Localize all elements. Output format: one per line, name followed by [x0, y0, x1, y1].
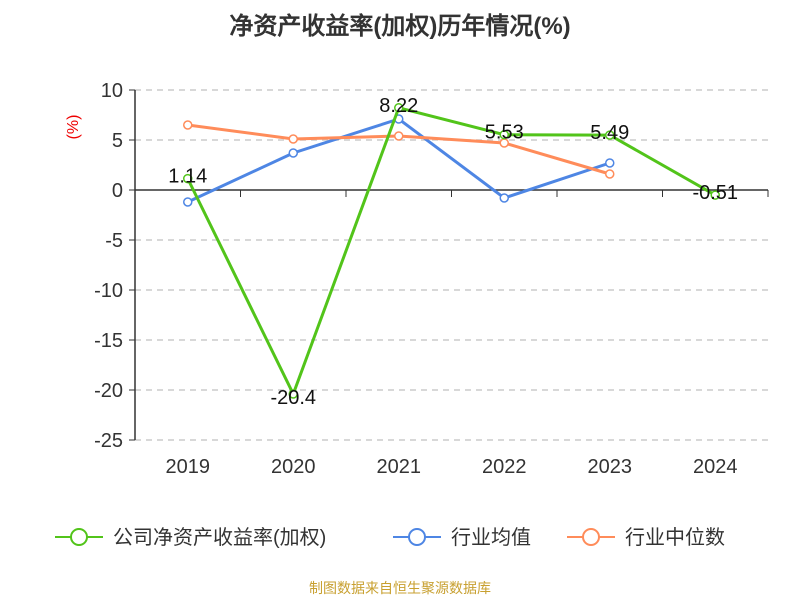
data-point — [288, 389, 298, 399]
data-point — [499, 193, 509, 203]
data-label: 8.22 — [379, 95, 418, 117]
legend-label: 行业中位数 — [625, 526, 725, 549]
chart-title: 净资产收益率(加权)历年情况(%) — [229, 13, 571, 40]
data-point — [605, 130, 615, 140]
data-label: 1.14 — [168, 166, 207, 188]
data-point — [499, 129, 509, 140]
legend-marker — [70, 528, 88, 546]
data-label: -0.51 — [692, 182, 738, 204]
legend-marker — [408, 528, 426, 546]
y-tick-label: -25 — [94, 430, 123, 452]
data-point — [183, 197, 193, 207]
y-axis-label: (%) — [65, 115, 82, 140]
data-label: -20.4 — [270, 387, 316, 409]
x-tick-label: 2022 — [482, 456, 527, 478]
y-tick-label: -20 — [94, 380, 123, 402]
y-tick-label: -5 — [105, 230, 123, 252]
legend-label: 公司净资产收益率(加权) — [113, 526, 326, 549]
y-tick-label: -10 — [94, 280, 123, 302]
legend-marker — [582, 528, 600, 546]
y-tick-label: -15 — [94, 330, 123, 352]
data-point — [710, 190, 720, 200]
x-tick-label: 2021 — [377, 456, 422, 478]
x-tick-label: 2024 — [693, 456, 738, 478]
y-tick-label: 0 — [112, 180, 123, 202]
data-label: 5.53 — [485, 122, 524, 144]
data-label: 5.49 — [590, 122, 629, 144]
data-point — [394, 103, 404, 113]
data-point — [183, 173, 193, 184]
data-point — [183, 120, 193, 130]
x-tick-label: 2019 — [166, 456, 211, 478]
data-point — [288, 134, 298, 144]
x-tick-label: 2020 — [271, 456, 316, 478]
legend-label: 行业均值 — [451, 526, 531, 549]
data-point — [288, 148, 298, 158]
source-footer: 制图数据来自恒生聚源数据库 — [309, 580, 491, 596]
series-line — [186, 106, 716, 398]
data-point — [605, 169, 615, 179]
data-point — [394, 131, 404, 141]
y-tick-label: 5 — [112, 130, 123, 152]
x-tick-label: 2023 — [588, 456, 633, 478]
y-tick-label: 10 — [101, 80, 123, 102]
data-point — [605, 158, 615, 168]
